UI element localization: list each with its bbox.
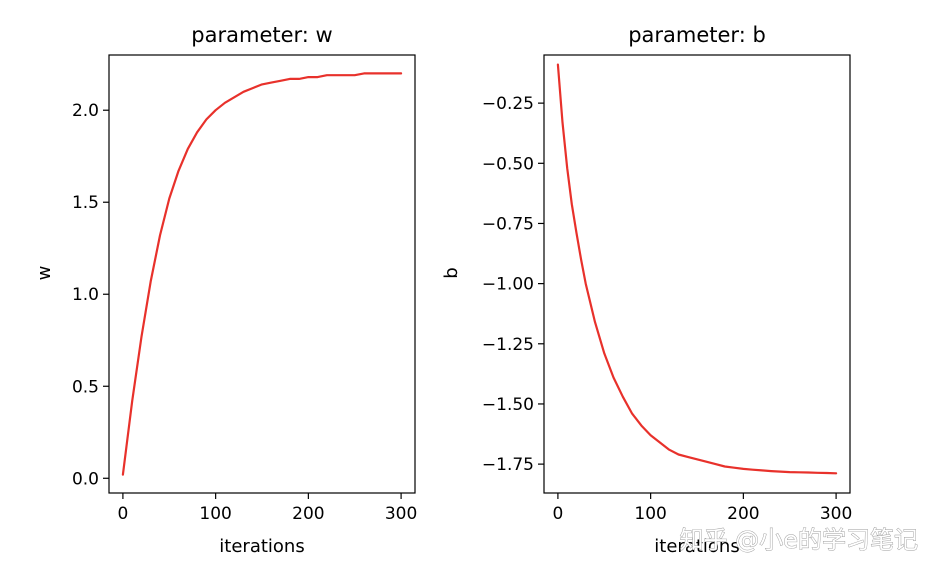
y-tick-label: −1.50 bbox=[482, 395, 534, 415]
axis-ticks: 0 100 200 300 0.0 0.5 1.0 1.5 2.0 bbox=[72, 101, 417, 524]
x-axis-label: iterations bbox=[654, 536, 739, 557]
axis-ticks: 0 100 200 300 −1.75 −1.50 −1.25 −1.00 −0.75 −0.50… bbox=[482, 94, 852, 524]
y-tick-label: −1.75 bbox=[482, 455, 534, 475]
y-axis-label: b bbox=[441, 267, 462, 278]
series-line bbox=[556, 63, 838, 475]
y-tick-label: −0.50 bbox=[482, 154, 534, 174]
y-tick-label: −0.25 bbox=[482, 94, 534, 114]
plot-frame bbox=[543, 54, 851, 494]
series-line bbox=[121, 72, 403, 476]
y-tick-label: 1.0 bbox=[72, 285, 99, 305]
plot-frame bbox=[108, 54, 416, 494]
series-layer bbox=[556, 63, 838, 475]
y-tick-label: −0.75 bbox=[482, 214, 534, 234]
y-tick-label: 0.0 bbox=[72, 469, 99, 489]
chart-panel-w: parameter: w iterations w 0 100 200 3000.00… bbox=[34, 23, 417, 557]
x-tick-label: 100 bbox=[634, 504, 666, 524]
x-tick-label: 0 bbox=[117, 504, 128, 524]
x-tick-label: 200 bbox=[727, 504, 759, 524]
chart-title: parameter: w bbox=[191, 23, 332, 47]
y-tick-label: 0.5 bbox=[72, 377, 99, 397]
x-tick-label: 300 bbox=[385, 504, 417, 524]
watermark: 知乎 @小e的学习笔记 bbox=[680, 526, 918, 554]
y-axis-label: w bbox=[34, 266, 55, 281]
x-axis-label: iterations bbox=[219, 536, 304, 557]
y-tick-label: 1.5 bbox=[72, 193, 99, 213]
chart-title: parameter: b bbox=[628, 23, 766, 47]
y-tick-label: −1.00 bbox=[482, 275, 534, 295]
y-tick-label: −1.25 bbox=[482, 335, 534, 355]
x-tick-label: 0 bbox=[552, 504, 563, 524]
x-tick-label: 200 bbox=[292, 504, 324, 524]
x-tick-label: 100 bbox=[199, 504, 231, 524]
x-tick-label: 300 bbox=[820, 504, 852, 524]
y-tick-label: 2.0 bbox=[72, 101, 99, 121]
series-layer bbox=[121, 72, 403, 476]
chart-panel-b: parameter: b iterations b 0 100 200 300 −1.7… bbox=[441, 23, 852, 557]
